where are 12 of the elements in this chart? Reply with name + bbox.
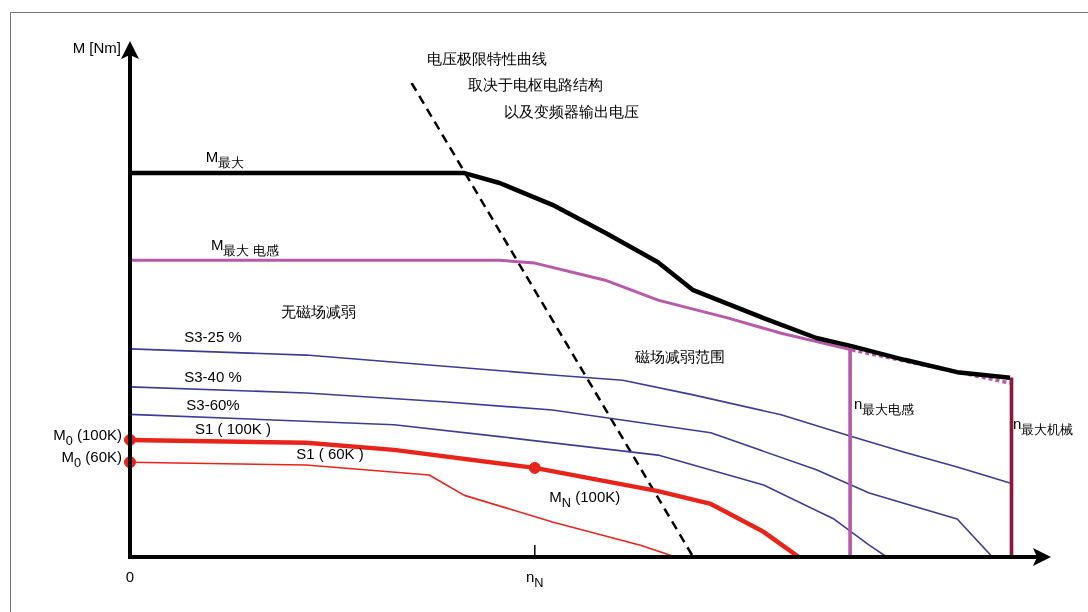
annotation: S3-25 % <box>184 328 242 346</box>
text: 电压极限特性曲线 <box>427 50 547 68</box>
annotation: 取决于电枢电路结构 <box>467 76 603 94</box>
annotation: 以及变频器输出电压 <box>503 103 639 121</box>
annotation: S1 ( 100K ) <box>195 420 271 438</box>
y-axis-title: M [Nm] <box>72 39 121 57</box>
annotation: S3-60% <box>186 396 240 414</box>
x-tick-label: 0 <box>125 568 135 586</box>
annotation: 无磁场减弱 <box>280 303 356 321</box>
annotation: 磁场减弱范围 <box>634 348 725 366</box>
annotation: S3-40 % <box>184 368 242 386</box>
annotation: S1 ( 60K ) <box>296 445 364 463</box>
